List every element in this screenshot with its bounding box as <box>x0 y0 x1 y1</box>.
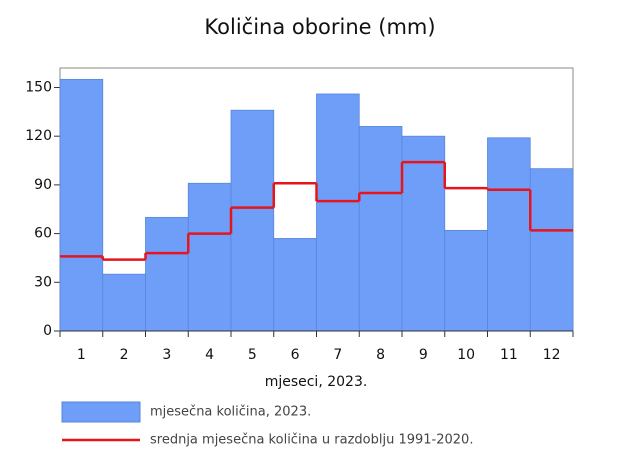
x-tick-label: 2 <box>120 347 129 363</box>
x-tick-label: 5 <box>248 347 257 363</box>
x-tick-label: 9 <box>419 347 428 363</box>
x-tick-label: 1 <box>77 347 86 363</box>
bar <box>444 229 488 332</box>
legend-label: mjesečna količina, 2023. <box>150 405 311 420</box>
x-tick-label: 10 <box>457 347 475 363</box>
y-tick-label: 150 <box>25 79 52 95</box>
x-tick-label: 6 <box>291 347 300 363</box>
bar <box>401 135 446 332</box>
bar <box>273 238 317 332</box>
bar <box>187 182 232 332</box>
legend-swatch <box>61 401 141 423</box>
chart-title: Količina oborine (mm) <box>204 15 435 39</box>
bar <box>145 216 189 332</box>
bar <box>487 137 531 332</box>
bar <box>316 93 360 332</box>
x-tick-label: 4 <box>205 347 214 363</box>
y-tick-label: 0 <box>43 323 52 339</box>
x-tick-label: 11 <box>500 347 518 363</box>
x-tick-label: 12 <box>543 347 561 363</box>
bar <box>529 168 574 332</box>
legend-label: srednja mjesečna količina u razdoblju 19… <box>150 433 473 448</box>
bar <box>59 78 104 332</box>
x-tick-label: 3 <box>162 347 171 363</box>
y-tick-label: 60 <box>34 226 52 242</box>
y-tick-label: 30 <box>34 274 52 290</box>
bar <box>230 109 275 332</box>
bar <box>102 273 146 332</box>
x-axis-label: mjeseci, 2023. <box>265 374 368 390</box>
y-tick-label: 120 <box>25 128 52 144</box>
x-tick-label: 8 <box>376 347 385 363</box>
bar <box>358 126 403 332</box>
x-tick-label: 7 <box>333 347 342 363</box>
y-tick-label: 90 <box>34 177 52 193</box>
